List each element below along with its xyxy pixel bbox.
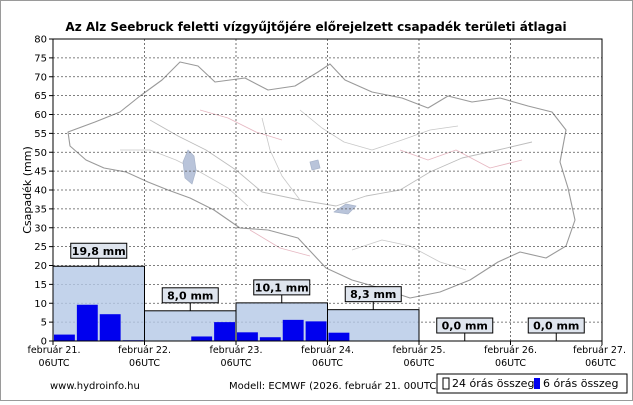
bar-value-text: 8,3 mm	[350, 288, 396, 301]
bar-6h	[191, 336, 212, 341]
x-tick-label-time: 06UTC	[221, 358, 252, 369]
x-tick-label-time: 06UTC	[495, 358, 526, 369]
website-label[interactable]: www.hydroinfo.hu	[50, 381, 140, 392]
x-tick-label: február 21.	[27, 345, 80, 356]
x-tick-label-time: 06UTC	[39, 358, 70, 369]
y-tick-label: 55	[34, 129, 47, 140]
y-tick-label: 10	[34, 299, 47, 310]
bar-6h	[100, 314, 121, 341]
bar-6h	[214, 322, 235, 341]
x-tick-label: február 27.	[573, 345, 626, 356]
y-tick-label: 35	[34, 204, 47, 215]
y-tick-label: 5	[41, 318, 47, 329]
y-tick-label: 60	[34, 110, 47, 121]
y-tick-label: 20	[34, 261, 47, 272]
bar-value-text: 10,1 mm	[255, 281, 309, 294]
bar-6h	[237, 332, 258, 341]
legend-label-24h: 24 órás összeg	[452, 377, 534, 390]
y-tick-label: 50	[34, 148, 47, 159]
y-tick-label: 70	[34, 72, 47, 83]
x-tick-label: február 22.	[118, 345, 171, 356]
legend-label-6h: 6 órás összeg	[543, 377, 618, 390]
x-tick-label: február 26.	[484, 345, 537, 356]
bar-value-text: 19,8 mm	[72, 245, 126, 258]
bar-6h	[54, 335, 75, 341]
bar-value-text: 0,0 mm	[442, 320, 488, 333]
legend-swatch-24h	[443, 378, 449, 389]
y-tick-label: 40	[34, 186, 47, 197]
x-tick-label-time: 06UTC	[404, 358, 435, 369]
chart-title: Az Alz Seebruck feletti vízgyűjtőjére el…	[65, 20, 566, 34]
x-tick-label: február 25.	[392, 345, 445, 356]
y-tick-label: 25	[34, 242, 47, 253]
y-tick-label: 45	[34, 167, 47, 178]
y-tick-label: 65	[34, 91, 47, 102]
legend: 24 órás összeg 6 órás összeg	[437, 374, 627, 393]
bar-6h	[329, 333, 350, 341]
bar-value-text: 0,0 mm	[533, 320, 579, 333]
bar-6h	[283, 320, 304, 341]
bar-6h	[260, 337, 281, 341]
bar-24h	[53, 266, 145, 341]
bar-6h	[77, 305, 98, 341]
y-tick-label: 80	[34, 35, 47, 46]
y-tick-label: 30	[34, 223, 47, 234]
x-tick-label: február 24.	[301, 345, 354, 356]
x-tick-label-time: 06UTC	[129, 358, 160, 369]
x-tick-label: február 23.	[209, 345, 262, 356]
legend-swatch-6h	[534, 378, 540, 389]
y-axis-label: Csapadék (mm)	[21, 146, 34, 234]
model-label: Modell: ECMWF (2026. február 21. 00UTC)	[229, 380, 440, 392]
bar-6h	[306, 321, 327, 341]
x-tick-label-time: 06UTC	[585, 358, 616, 369]
y-tick-label: 75	[34, 53, 47, 64]
x-tick-label-time: 06UTC	[312, 358, 343, 369]
bar-value-text: 8,0 mm	[167, 289, 213, 302]
y-tick-label: 15	[34, 280, 47, 291]
